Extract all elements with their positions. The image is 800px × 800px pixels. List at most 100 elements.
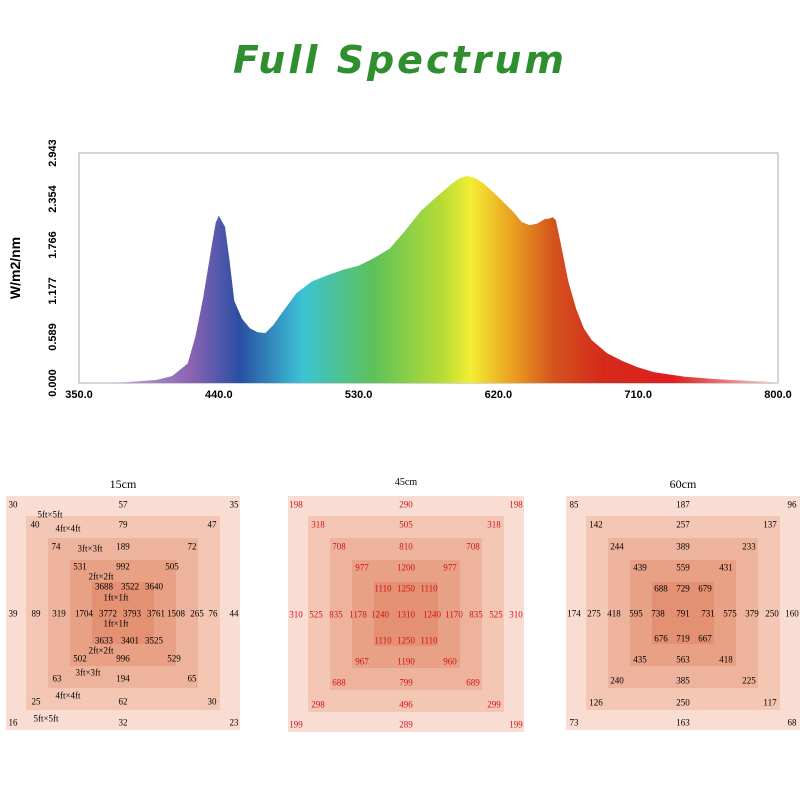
ppfd-45cm-value: 1310 [397, 610, 416, 620]
ppfd-grid-45cm: 45cm 198 290 198 318 505 318 708 810 708 977 1200 9… [288, 470, 524, 732]
ppfd-45cm-value: 1250 [397, 636, 416, 646]
ppfd-15cm-value: 23 [230, 718, 240, 728]
x-tick-label: 530.0 [345, 389, 373, 401]
ppfd-60cm-value: 385 [676, 676, 690, 686]
ppfd-15cm-value: 189 [116, 542, 130, 552]
ppfd-15cm-value: 996 [116, 654, 130, 664]
ppfd-45cm-value: 967 [355, 657, 369, 667]
ppfd-45cm-value: 1110 [374, 636, 392, 646]
ppfd-60cm-value: 439 [633, 563, 647, 573]
ppfd-15cm-value: 30 [9, 500, 19, 510]
area-size-label: 1ft×1ft [103, 619, 129, 629]
y-tick-label: 2.943 [47, 140, 59, 167]
ppfd-45cm-value: 1110 [374, 584, 392, 594]
ppfd-60cm-value: 174 [567, 609, 581, 619]
x-tick-label: 710.0 [624, 389, 652, 401]
ppfd-15cm-value: 89 [32, 609, 42, 619]
ppfd-60cm-value: 431 [719, 563, 733, 573]
ppfd-45cm-value: 689 [466, 678, 480, 688]
area-size-label: 4ft×4ft [55, 524, 81, 534]
ppfd-60cm-value: 85 [570, 500, 580, 510]
ppfd-45cm-value: 505 [399, 520, 413, 530]
y-tick-label: 0.589 [47, 323, 59, 351]
ppfd-60cm-value: 117 [763, 698, 777, 708]
ppfd-60cm-value: 676 [654, 634, 668, 644]
coverage-ring [92, 582, 154, 644]
ppfd-45cm-value: 1240 [371, 610, 390, 620]
ppfd-45cm-value: 1200 [397, 563, 416, 573]
x-tick-label: 620.0 [485, 389, 513, 401]
ppfd-15cm-value: 3522 [121, 582, 139, 592]
ppfd-15cm-value: 39 [9, 609, 19, 619]
ppfd-45cm-value: 198 [289, 500, 303, 510]
x-tick-label: 350.0 [65, 389, 93, 401]
ppfd-45cm-value: 810 [399, 542, 413, 552]
ppfd-60cm-value: 595 [629, 609, 643, 619]
area-size-label: 3ft×3ft [77, 544, 103, 554]
ppfd-45cm-value: 198 [509, 500, 523, 510]
ppfd-15cm-value: 502 [73, 654, 87, 664]
ppfd-45cm-value: 688 [332, 678, 346, 688]
ppfd-15cm-value: 40 [31, 520, 41, 530]
ppfd-15cm-value: 992 [116, 562, 130, 572]
coverage-ring [374, 582, 438, 646]
ppfd-45cm-value: 835 [469, 610, 483, 620]
ppfd-45cm-value: 960 [443, 657, 457, 667]
ppfd-15cm-value: 529 [167, 654, 181, 664]
ppfd-45cm-value: 1190 [397, 657, 415, 667]
ppfd-15cm-value: 194 [116, 674, 130, 684]
ppfd-60cm-value: 559 [676, 563, 690, 573]
ppfd-60cm-value: 563 [676, 655, 690, 665]
ppfd-60cm-value: 73 [570, 718, 580, 728]
ppfd-60cm-value: 225 [742, 676, 756, 686]
ppfd-15cm-value: 44 [230, 609, 240, 619]
ppfd-60cm-value: 244 [610, 542, 624, 552]
y-tick-label: 1.766 [47, 231, 59, 259]
ppfd-60cm-value: 96 [788, 500, 798, 510]
area-size-label: 2ft×2ft [88, 646, 114, 656]
ppfd-60cm-value: 68 [788, 718, 798, 728]
ppfd-45cm-value: 977 [443, 563, 457, 573]
ppfd-60cm-value: 731 [701, 609, 715, 619]
ppfd-15cm-value: 3640 [145, 582, 164, 592]
ppfd-15cm-value: 57 [119, 500, 129, 510]
area-size-label: 4ft×4ft [55, 691, 81, 701]
ppfd-45cm-value: 1240 [423, 610, 442, 620]
ppfd-45cm-value: 799 [399, 678, 413, 688]
ppfd-45cm-value: 310 [509, 610, 523, 620]
ppfd-15cm-value: 74 [52, 542, 62, 552]
ppfd-15cm-value: 3793 [123, 609, 142, 619]
ppfd-60cm-value: 738 [651, 609, 665, 619]
coverage-ring [652, 582, 714, 644]
ppfd-15cm-value: 25 [32, 697, 42, 707]
ppfd-45cm-value: 496 [399, 700, 413, 710]
ppfd-45cm-value: 1178 [349, 610, 367, 620]
ppfd-45cm-value: 835 [329, 610, 343, 620]
ppfd-45cm-value: 299 [487, 700, 501, 710]
area-size-label: 5ft×5ft [33, 714, 59, 724]
ppfd-60cm-value: 137 [763, 520, 777, 530]
spectrum-chart: 350.0 440.0 530.0 620.0 710.0 800.0 0.000 0.58… [7, 140, 792, 401]
ppfd-45cm-value: 1170 [445, 610, 463, 620]
ppfd-15cm-value: 47 [208, 520, 218, 530]
ppfd-45cm-value: 318 [311, 520, 325, 530]
ppfd-15cm-value: 16 [9, 718, 19, 728]
ppfd-60cm-value: 719 [676, 634, 690, 644]
ppfd-45cm-value: 708 [332, 542, 346, 552]
ppfd-45cm-value: 1110 [420, 584, 438, 594]
ppfd-60cm-value: 142 [589, 520, 603, 530]
y-tick-label: 0.000 [47, 369, 59, 397]
ppfd-grid-15cm: 15cm 30 5ft×5ft 57 35 40 4ft×4ft 79 47 74 3ft×3ft… [6, 470, 240, 732]
grid-title-15cm: 15cm [109, 477, 137, 491]
ppfd-15cm-value: 35 [230, 500, 240, 510]
ppfd-15cm-value: 3688 [95, 582, 114, 592]
ppfd-45cm-value: 298 [311, 700, 325, 710]
ppfd-60cm-value: 257 [676, 520, 690, 530]
x-tick-label: 800.0 [764, 389, 792, 401]
ppfd-60cm-value: 250 [676, 698, 690, 708]
ppfd-60cm-value: 163 [676, 718, 690, 728]
ppfd-45cm-value: 318 [487, 520, 501, 530]
ppfd-60cm-value: 688 [654, 584, 668, 594]
ppfd-15cm-value: 62 [119, 697, 128, 707]
area-size-label: 5ft×5ft [37, 510, 63, 520]
